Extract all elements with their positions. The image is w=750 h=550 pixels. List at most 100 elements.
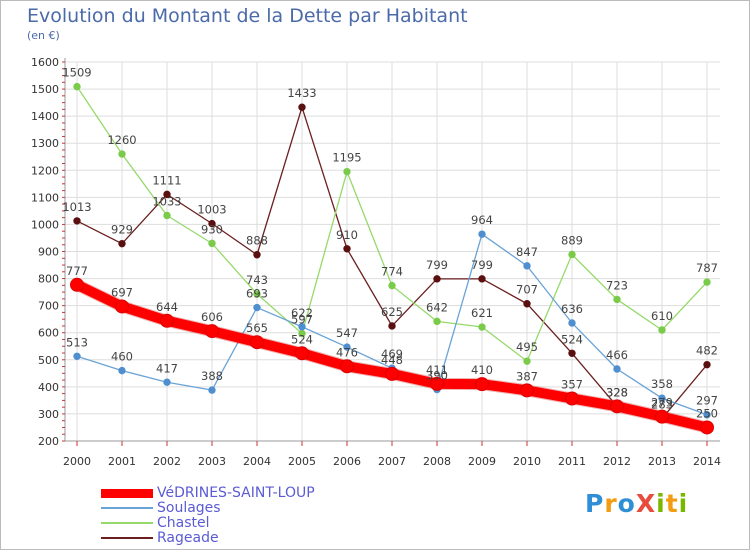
data-point-rageade [568, 349, 576, 357]
chart-title: Evolution du Montant de la Dette par Hab… [27, 5, 468, 27]
data-label-chastel: 1195 [332, 151, 361, 165]
data-point-rageade [433, 275, 441, 283]
data-point-vedrines-saint-loup [520, 383, 534, 398]
data-point-soulages [568, 319, 576, 327]
data-point-chastel [73, 82, 81, 91]
y-tick-label: 1000 [31, 218, 59, 231]
data-point-rageade [163, 190, 171, 199]
data-label-vedrines-saint-loup: 476 [336, 345, 358, 359]
data-point-vedrines-saint-loup [430, 376, 444, 391]
y-tick-label: 1200 [31, 164, 59, 177]
data-label-rageade: 1433 [287, 86, 316, 100]
data-point-rageade [253, 251, 261, 259]
data-label-rageade: 482 [696, 344, 718, 358]
x-tick-label: 2006 [333, 455, 361, 468]
data-point-soulages [523, 262, 531, 270]
y-tick-label: 600 [38, 327, 59, 340]
data-point-chastel [478, 323, 486, 331]
data-label-soulages: 460 [111, 350, 133, 364]
x-tick-label: 2010 [513, 455, 541, 468]
data-label-rageade: 707 [516, 283, 538, 297]
data-point-vedrines-saint-loup [205, 324, 219, 339]
data-label-vedrines-saint-loup: 777 [66, 264, 88, 278]
x-tick-label: 2008 [423, 455, 451, 468]
x-tick-label: 2007 [378, 455, 406, 468]
data-label-chastel: 642 [426, 300, 448, 314]
logo-letter: t [665, 489, 679, 518]
data-label-soulages: 358 [651, 377, 673, 391]
data-point-rageade [208, 219, 216, 228]
data-label-soulages: 466 [606, 348, 628, 362]
data-point-soulages [478, 230, 486, 238]
y-tick-label: 900 [38, 246, 59, 259]
data-point-vedrines-saint-loup [385, 366, 399, 381]
y-tick-label: 1100 [31, 191, 59, 204]
data-label-chastel: 610 [651, 309, 673, 323]
data-point-rageade [343, 245, 351, 253]
data-label-soulages: 297 [696, 394, 718, 408]
data-point-rageade [388, 322, 396, 330]
data-label-vedrines-saint-loup: 279 [651, 396, 673, 410]
x-tick-label: 2013 [648, 455, 676, 468]
data-point-chastel [613, 295, 621, 304]
data-label-chastel: 1033 [152, 194, 181, 208]
data-label-chastel: 723 [606, 278, 628, 292]
data-point-soulages [118, 366, 126, 375]
data-label-vedrines-saint-loup: 565 [246, 321, 268, 335]
data-label-chastel: 621 [471, 306, 493, 320]
y-tick-label: 700 [38, 300, 59, 313]
data-label-soulages: 547 [336, 326, 358, 340]
data-point-soulages [343, 343, 351, 351]
data-point-vedrines-saint-loup [115, 299, 129, 314]
x-tick-label: 2012 [603, 455, 631, 468]
unit-label: (en €) [27, 29, 60, 42]
y-tick-label: 1400 [31, 110, 59, 123]
y-tick-label: 1500 [31, 83, 59, 96]
data-point-vedrines-saint-loup [250, 335, 264, 350]
data-point-chastel [163, 211, 171, 220]
data-label-vedrines-saint-loup: 448 [381, 353, 403, 367]
data-label-vedrines-saint-loup: 644 [156, 300, 178, 314]
logo-letter: i [656, 489, 666, 518]
x-tick-label: 2000 [63, 455, 91, 468]
data-label-chastel: 1509 [62, 66, 91, 80]
y-tick-label: 1300 [31, 137, 59, 150]
x-tick-label: 2004 [243, 455, 271, 468]
logo-letter: i [678, 489, 689, 518]
legend-label-rageade: Rageade [157, 530, 219, 546]
proxiti-logo: ProXiti [585, 489, 688, 518]
data-label-soulages: 469 [381, 347, 403, 361]
data-label-rageade: 888 [246, 234, 268, 248]
data-label-rageade: 799 [426, 258, 448, 272]
logo-letter: r [604, 489, 618, 518]
logo-letter: X [635, 489, 657, 518]
data-point-vedrines-saint-loup [70, 277, 84, 292]
x-tick-label: 2001 [108, 455, 136, 468]
data-label-rageade: 799 [471, 258, 493, 272]
data-point-soulages [73, 352, 81, 360]
data-point-rageade [478, 275, 486, 283]
data-label-vedrines-saint-loup: 250 [696, 406, 718, 420]
legend-label-soulages: Soulages [157, 500, 221, 516]
data-point-vedrines-saint-loup [565, 391, 579, 406]
data-point-vedrines-saint-loup [160, 313, 174, 328]
data-label-rageade: 1111 [152, 173, 181, 187]
legend-swatch-chastel [101, 522, 153, 524]
data-label-chastel: 774 [381, 265, 403, 279]
data-point-vedrines-saint-loup [610, 399, 624, 414]
x-tick-label: 2002 [153, 455, 181, 468]
x-tick-label: 2003 [198, 455, 226, 468]
data-label-chastel: 787 [696, 261, 718, 275]
data-label-rageade: 910 [336, 228, 358, 242]
y-tick-label: 300 [38, 408, 59, 421]
legend-swatch-soulages [101, 507, 153, 509]
data-point-chastel [343, 167, 351, 176]
data-point-vedrines-saint-loup [655, 409, 669, 424]
data-point-chastel [568, 250, 576, 259]
x-tick-label: 2011 [558, 455, 586, 468]
data-point-chastel [118, 150, 126, 158]
data-label-chastel: 495 [516, 340, 538, 354]
data-label-vedrines-saint-loup: 410 [471, 363, 493, 377]
data-label-vedrines-saint-loup: 606 [201, 310, 223, 324]
